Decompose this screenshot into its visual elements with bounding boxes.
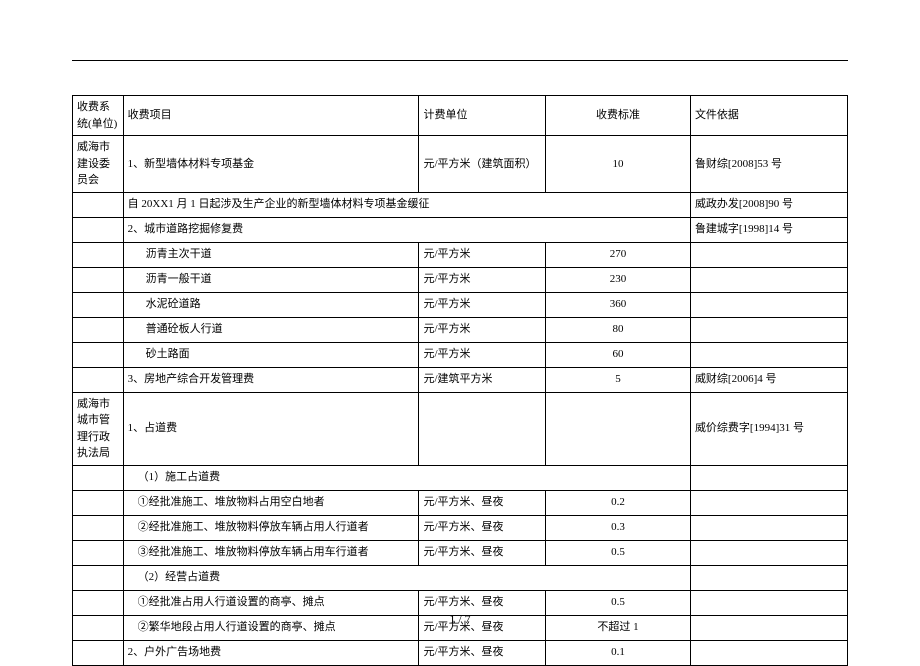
header-cell: 计费单位 <box>419 96 546 136</box>
table-row: ①经批准施工、堆放物料占用空白地者元/平方米、昼夜0.2 <box>73 490 848 515</box>
cell-reference <box>690 490 847 515</box>
table-row: （1）施工占道费 <box>73 465 848 490</box>
cell-item: 3、房地产综合开发管理费 <box>123 367 419 392</box>
table-row: 沥青主次干道元/平方米270 <box>73 242 848 267</box>
cell-standard: 60 <box>546 342 691 367</box>
cell-system <box>73 640 124 665</box>
document-page: 收费系统(单位)收费项目计费单位收费标准文件依据威海市建设委员会1、新型墙体材料… <box>0 0 920 651</box>
cell-unit: 元/平方米 <box>419 342 546 367</box>
cell-standard: 10 <box>546 136 691 193</box>
cell-unit: 元/平方米、昼夜 <box>419 640 546 665</box>
cell-standard: 0.1 <box>546 640 691 665</box>
cell-standard <box>546 392 691 465</box>
cell-item: ③经批准施工、堆放物料停放车辆占用车行道者 <box>123 540 419 565</box>
header-cell: 文件依据 <box>690 96 847 136</box>
cell-reference <box>690 565 847 590</box>
cell-unit: 元/平方米 <box>419 292 546 317</box>
page-number: 1 / 7 <box>0 612 920 627</box>
table-row: 砂土路面元/平方米60 <box>73 342 848 367</box>
table-header-row: 收费系统(单位)收费项目计费单位收费标准文件依据 <box>73 96 848 136</box>
cell-standard: 80 <box>546 317 691 342</box>
cell-system <box>73 465 124 490</box>
cell-reference <box>690 540 847 565</box>
cell-standard: 0.3 <box>546 515 691 540</box>
table-row: （2）经营占道费 <box>73 565 848 590</box>
cell-unit <box>419 392 546 465</box>
fee-table: 收费系统(单位)收费项目计费单位收费标准文件依据威海市建设委员会1、新型墙体材料… <box>72 95 848 666</box>
cell-unit: 元/平方米、昼夜 <box>419 540 546 565</box>
cell-item: ②经批准施工、堆放物料停放车辆占用人行道者 <box>123 515 419 540</box>
header-cell: 收费系统(单位) <box>73 96 124 136</box>
cell-system <box>73 367 124 392</box>
table-row: 威海市城市管理行政执法局1、占道费 威价综费字[1994]31 号 <box>73 392 848 465</box>
cell-item: （1）施工占道费 <box>123 465 690 490</box>
table-row: ③经批准施工、堆放物料停放车辆占用车行道者元/平方米、昼夜0.5 <box>73 540 848 565</box>
cell-system <box>73 192 124 217</box>
cell-item: 2、城市道路挖掘修复费 <box>123 217 690 242</box>
table-row: 2、户外广告场地费元/平方米、昼夜0.1 <box>73 640 848 665</box>
cell-item: ①经批准施工、堆放物料占用空白地者 <box>123 490 419 515</box>
table-row: 自 20XX1 月 1 日起涉及生产企业的新型墙体材料专项基金缓征威政办发[20… <box>73 192 848 217</box>
table-row: 2、城市道路挖掘修复费鲁建城字[1998]14 号 <box>73 217 848 242</box>
cell-reference: 威财综[2006]4 号 <box>690 367 847 392</box>
cell-system <box>73 490 124 515</box>
table-row: 威海市建设委员会1、新型墙体材料专项基金元/平方米（建筑面积）10鲁财综[200… <box>73 136 848 193</box>
cell-standard: 360 <box>546 292 691 317</box>
cell-reference: 威政办发[2008]90 号 <box>690 192 847 217</box>
cell-item: 1、新型墙体材料专项基金 <box>123 136 419 193</box>
cell-reference <box>690 465 847 490</box>
cell-item: 沥青主次干道 <box>123 242 419 267</box>
cell-system <box>73 540 124 565</box>
cell-standard: 0.5 <box>546 540 691 565</box>
cell-standard: 0.2 <box>546 490 691 515</box>
cell-unit: 元/平方米、昼夜 <box>419 515 546 540</box>
cell-reference <box>690 292 847 317</box>
header-cell: 收费标准 <box>546 96 691 136</box>
cell-system <box>73 217 124 242</box>
cell-unit: 元/平方米 <box>419 267 546 292</box>
cell-reference: 鲁财综[2008]53 号 <box>690 136 847 193</box>
cell-system <box>73 565 124 590</box>
cell-system <box>73 342 124 367</box>
table-row: ②经批准施工、堆放物料停放车辆占用人行道者元/平方米、昼夜0.3 <box>73 515 848 540</box>
cell-unit: 元/平方米、昼夜 <box>419 490 546 515</box>
table-row: 3、房地产综合开发管理费元/建筑平方米5威财综[2006]4 号 <box>73 367 848 392</box>
cell-reference <box>690 317 847 342</box>
table-row: 水泥砼道路元/平方米360 <box>73 292 848 317</box>
cell-item: 1、占道费 <box>123 392 419 465</box>
cell-system <box>73 267 124 292</box>
cell-system: 威海市建设委员会 <box>73 136 124 193</box>
table-row: 沥青一般干道元/平方米230 <box>73 267 848 292</box>
cell-item: 沥青一般干道 <box>123 267 419 292</box>
cell-reference <box>690 515 847 540</box>
cell-reference <box>690 342 847 367</box>
cell-item: 2、户外广告场地费 <box>123 640 419 665</box>
cell-reference <box>690 640 847 665</box>
cell-system: 威海市城市管理行政执法局 <box>73 392 124 465</box>
cell-item: 砂土路面 <box>123 342 419 367</box>
cell-unit: 元/建筑平方米 <box>419 367 546 392</box>
header-cell: 收费项目 <box>123 96 419 136</box>
cell-standard: 230 <box>546 267 691 292</box>
cell-system <box>73 242 124 267</box>
table-row: 普通砼板人行道元/平方米80 <box>73 317 848 342</box>
cell-reference: 威价综费字[1994]31 号 <box>690 392 847 465</box>
cell-standard: 270 <box>546 242 691 267</box>
cell-unit: 元/平方米（建筑面积） <box>419 136 546 193</box>
cell-standard: 5 <box>546 367 691 392</box>
cell-item: 普通砼板人行道 <box>123 317 419 342</box>
cell-system <box>73 292 124 317</box>
cell-reference: 鲁建城字[1998]14 号 <box>690 217 847 242</box>
cell-reference <box>690 267 847 292</box>
cell-unit: 元/平方米 <box>419 242 546 267</box>
top-rule <box>72 60 848 61</box>
cell-system <box>73 515 124 540</box>
cell-item: （2）经营占道费 <box>123 565 690 590</box>
cell-reference <box>690 242 847 267</box>
cell-system <box>73 317 124 342</box>
cell-item: 自 20XX1 月 1 日起涉及生产企业的新型墙体材料专项基金缓征 <box>123 192 690 217</box>
cell-item: 水泥砼道路 <box>123 292 419 317</box>
cell-unit: 元/平方米 <box>419 317 546 342</box>
